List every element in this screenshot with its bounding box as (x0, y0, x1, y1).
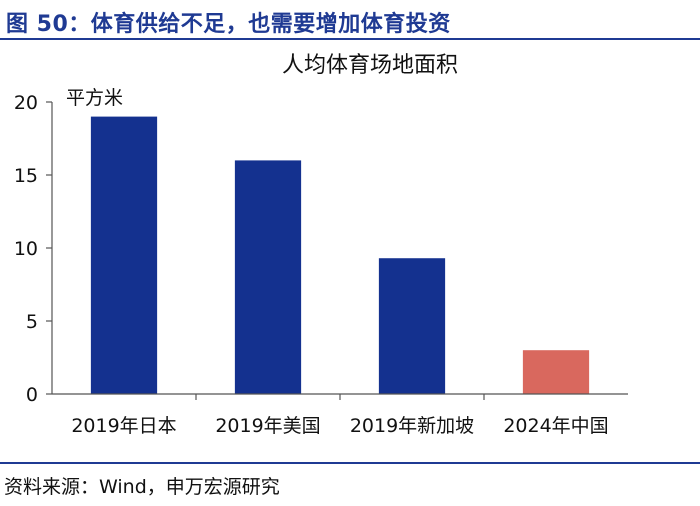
source-note: 资料来源：Wind，申万宏源研究 (4, 476, 280, 498)
figure-footer: 资料来源：Wind，申万宏源研究 (0, 462, 700, 506)
figure-title: 图 50：体育供给不足，也需要增加体育投资 (6, 12, 451, 37)
y-tick-label: 20 (14, 92, 38, 114)
y-unit-label: 平方米 (66, 87, 123, 109)
x-tick-label: 2024年中国 (503, 415, 608, 437)
x-tick-label: 2019年新加坡 (350, 415, 474, 437)
bar-4 (522, 350, 590, 394)
bar-2 (234, 160, 302, 394)
x-axis: 2019年日本 2019年美国 2019年新加坡 2024年中国 (52, 393, 628, 437)
y-tick-label: 15 (14, 165, 38, 187)
bar-1 (90, 116, 158, 394)
chart-title: 人均体育场地面积 (282, 53, 458, 78)
y-axis: 0 5 10 15 20 (14, 92, 53, 406)
y-tick-label: 0 (26, 384, 38, 406)
x-tick-label: 2019年美国 (215, 415, 320, 437)
bar-3 (378, 258, 446, 394)
figure-header: 图 50：体育供给不足，也需要增加体育投资 (0, 0, 700, 40)
bars (90, 116, 590, 394)
y-tick-label: 10 (14, 238, 38, 260)
chart-area: 人均体育场地面积 平方米 0 5 10 15 20 2019年日本 2019年美国 2019… (0, 42, 700, 452)
x-tick-label: 2019年日本 (71, 415, 176, 437)
y-tick-label: 5 (26, 311, 38, 333)
